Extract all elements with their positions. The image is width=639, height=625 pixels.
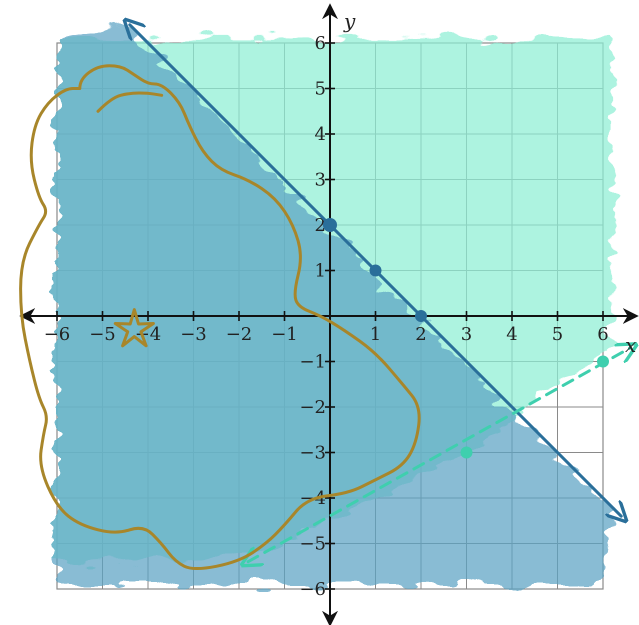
x-tick-label: 2 bbox=[415, 324, 426, 345]
x-tick-label: −2 bbox=[226, 324, 253, 345]
drawn-closed-curve bbox=[19, 64, 421, 571]
y-tick-label: −1 bbox=[299, 352, 326, 373]
y-tick-label: −3 bbox=[299, 443, 326, 464]
x-tick-label: −3 bbox=[180, 324, 207, 345]
x-tick-label: 5 bbox=[552, 324, 563, 345]
x-tick-label: 1 bbox=[370, 324, 381, 345]
x-tick-label: 4 bbox=[506, 324, 517, 345]
x-tick-label: −5 bbox=[89, 324, 116, 345]
y-tick-label: −2 bbox=[299, 397, 326, 418]
drawn-inner-stroke bbox=[96, 91, 164, 113]
y-tick-label: 1 bbox=[315, 261, 326, 282]
hand-drawn-annotations bbox=[19, 64, 421, 571]
y-tick-label: 4 bbox=[315, 124, 326, 145]
solid-line-point bbox=[323, 218, 337, 232]
x-tick-label: 3 bbox=[461, 324, 472, 345]
solid-line-point bbox=[415, 310, 427, 322]
y-tick-label: 6 bbox=[315, 33, 326, 54]
dashed-boundary-line bbox=[248, 348, 630, 562]
y-tick-label: 5 bbox=[315, 79, 326, 100]
x-tick-label: −6 bbox=[44, 324, 71, 345]
boundary-lines bbox=[130, 25, 631, 562]
dashed-line-point bbox=[597, 355, 609, 368]
solid-line-point bbox=[369, 264, 382, 277]
dashed-line-point bbox=[460, 446, 473, 459]
x-axis-label: x bbox=[625, 333, 636, 357]
x-tick-label: −1 bbox=[271, 324, 298, 345]
star-icon bbox=[113, 308, 155, 348]
shaded-regions bbox=[57, 24, 613, 585]
x-tick-label: 6 bbox=[597, 324, 608, 345]
y-axis-label: y bbox=[343, 9, 356, 33]
y-tick-label: −6 bbox=[299, 579, 326, 600]
y-tick-label: 3 bbox=[315, 170, 326, 191]
y-tick-label: −5 bbox=[299, 534, 326, 555]
